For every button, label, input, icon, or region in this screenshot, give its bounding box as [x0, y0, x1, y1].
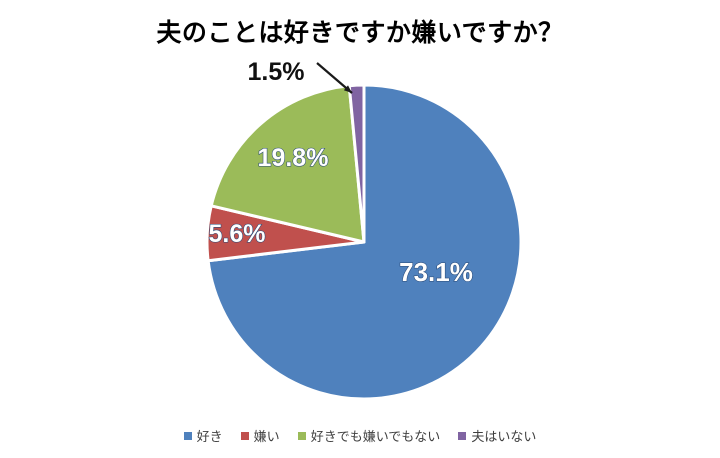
legend: 好き 嫌い 好きでも嫌いでもない 夫はいない — [0, 426, 720, 445]
slice-value-label-1: 5.6% — [209, 220, 266, 248]
legend-label: 好き — [196, 429, 223, 444]
pie-slice-3 — [347, 83, 366, 244]
legend-item-no-husband: 夫はいない — [458, 426, 536, 445]
legend-swatch-suki-icon — [183, 431, 192, 440]
chart-title: 夫のことは好きですか嫌いですか？ — [156, 19, 564, 47]
legend-label: 好きでも嫌いでもない — [310, 429, 441, 444]
legend-swatch-neither-icon — [297, 431, 306, 440]
slice-value-label-2: 19.8% — [258, 144, 329, 172]
legend-label: 嫌い — [253, 429, 280, 444]
pie-slice-2 — [209, 84, 366, 244]
legend-swatch-kirai-icon — [240, 431, 249, 440]
legend-label: 夫はいない — [471, 429, 537, 444]
slice-value-label-3: 1.5% — [248, 58, 305, 86]
leader-arrowhead-icon — [343, 85, 352, 93]
legend-swatch-no-husband-icon — [458, 431, 467, 440]
legend-item-suki: 好き — [183, 426, 223, 445]
legend-item-kirai: 嫌い — [240, 426, 280, 445]
slice-value-label-0: 73.1% — [399, 257, 473, 287]
legend-item-neither: 好きでも嫌いでもない — [297, 426, 441, 445]
